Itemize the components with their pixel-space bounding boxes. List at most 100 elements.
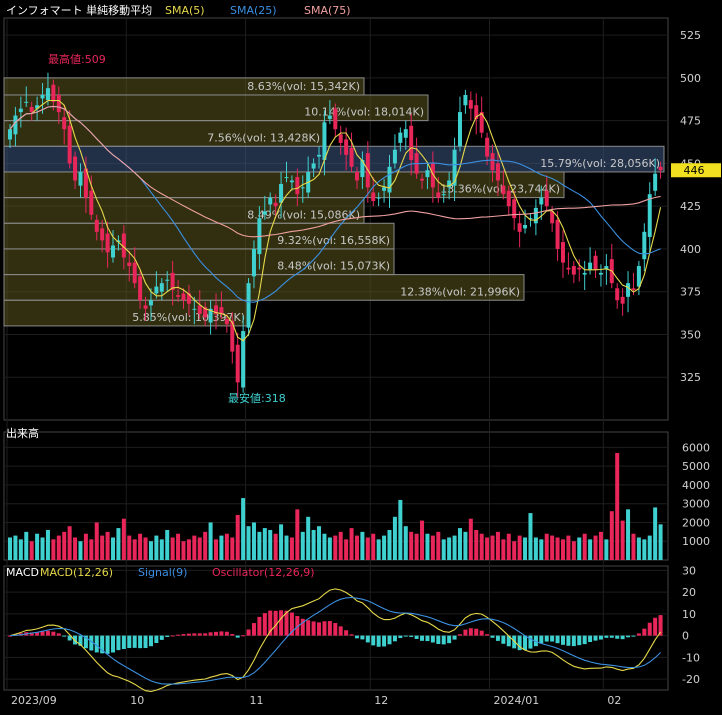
volume-bar — [197, 537, 202, 560]
oscillator-bar — [398, 635, 403, 638]
oscillator-bar — [143, 635, 148, 649]
oscillator-bar — [311, 621, 316, 636]
candle-body — [273, 202, 278, 207]
oscillator-bar — [642, 628, 647, 636]
candle-body — [398, 132, 403, 143]
volume-bar — [62, 531, 67, 560]
oscillator-bar — [501, 635, 506, 644]
volume-bar — [560, 539, 565, 560]
volume-bar — [100, 535, 105, 560]
candle-body — [268, 197, 273, 205]
oscillator-bar — [192, 633, 197, 636]
time-tick-label: 12 — [374, 694, 388, 707]
volume-bar — [165, 529, 170, 560]
volume-bar — [425, 533, 430, 560]
volume-bar — [18, 539, 23, 560]
candle-body — [51, 84, 56, 102]
volume-bar — [214, 539, 219, 560]
volume-bar — [468, 518, 473, 560]
candle-body — [468, 100, 473, 109]
oscillator-bar — [528, 635, 533, 649]
volume-bar — [176, 533, 181, 560]
oscillator-bar — [344, 630, 349, 636]
candle-body — [143, 305, 148, 309]
volume-bar — [382, 535, 387, 560]
volume-bar — [262, 528, 267, 560]
volume-bar — [13, 535, 18, 560]
candle-body — [333, 108, 338, 130]
volume-bar — [251, 522, 256, 560]
volume-bar — [653, 507, 658, 560]
oscillator-bar — [452, 635, 457, 640]
volume-bar — [295, 509, 300, 560]
candle-body — [45, 88, 50, 101]
volume-bar — [89, 539, 94, 560]
oscillator-bar — [349, 634, 354, 636]
candle-body — [457, 112, 462, 147]
volume-bar — [170, 537, 175, 560]
candle-body — [284, 177, 289, 179]
legend-sma25: SMA(25) — [230, 4, 277, 17]
oscillator-bar — [214, 631, 219, 636]
candle-body — [523, 224, 528, 229]
oscillator-bar — [523, 635, 528, 651]
candle-body — [208, 308, 213, 323]
volume-bar — [588, 539, 593, 560]
volume-profile-box — [3, 299, 250, 327]
volume-bar — [333, 535, 338, 560]
volume-profile-label: 9.32%(vol: 16,558K) — [277, 234, 390, 247]
candle-body — [127, 262, 132, 267]
oscillator-bar — [430, 635, 435, 643]
volume-bar — [35, 533, 40, 560]
oscillator-bar — [111, 635, 116, 653]
macd-legend-item: Oscillator(12,26,9) — [212, 566, 314, 579]
price-tick-label: 375 — [680, 286, 701, 299]
volume-tick-label: 2000 — [682, 516, 710, 529]
last-price-label: 446 — [684, 164, 705, 177]
oscillator-bar — [425, 635, 430, 642]
volume-bar — [593, 535, 598, 560]
volume-bar — [409, 531, 414, 560]
volume-bar — [67, 526, 72, 560]
volume-bar — [360, 531, 365, 560]
candle-body — [246, 283, 251, 328]
oscillator-bar — [235, 635, 240, 638]
oscillator-bar — [420, 635, 425, 641]
price-tick-label: 400 — [680, 243, 701, 256]
candle-body — [56, 94, 61, 113]
candle-body — [604, 266, 609, 270]
oscillator-bar — [45, 630, 50, 636]
candle-body — [300, 187, 305, 189]
candle-body — [626, 283, 631, 297]
candle-body — [121, 233, 126, 258]
volume-bar — [387, 529, 392, 560]
volume-bar — [78, 541, 83, 560]
oscillator-bar — [550, 635, 555, 642]
candle-body — [550, 211, 555, 224]
oscillator-bar — [138, 635, 143, 649]
oscillator-bar — [615, 635, 620, 639]
candle-body — [555, 219, 560, 249]
candle-body — [8, 129, 12, 140]
volume-bar — [349, 528, 354, 560]
volume-tick-label: 1000 — [682, 535, 710, 548]
oscillator-bar — [392, 635, 397, 642]
volume-bar — [598, 531, 603, 560]
volume-profile-label: 8.63%(vol: 15,342K) — [247, 80, 360, 93]
volume-profile-label: 13.36%(vol: 23,744K) — [440, 183, 560, 196]
candle-body — [338, 134, 343, 143]
candle-body — [295, 177, 300, 195]
volume-bar — [56, 535, 61, 560]
candle-body — [132, 262, 137, 284]
panel-frame — [3, 565, 669, 691]
volume-tick-label: 4000 — [682, 479, 710, 492]
candle-body — [588, 262, 593, 270]
volume-bar — [392, 516, 397, 560]
volume-bar — [398, 499, 403, 560]
volume-bar — [604, 539, 609, 560]
oscillator-bar — [403, 635, 408, 637]
volume-bar — [289, 537, 294, 560]
volume-bar — [609, 511, 614, 560]
oscillator-bar — [626, 635, 631, 638]
volume-bar — [29, 541, 34, 560]
